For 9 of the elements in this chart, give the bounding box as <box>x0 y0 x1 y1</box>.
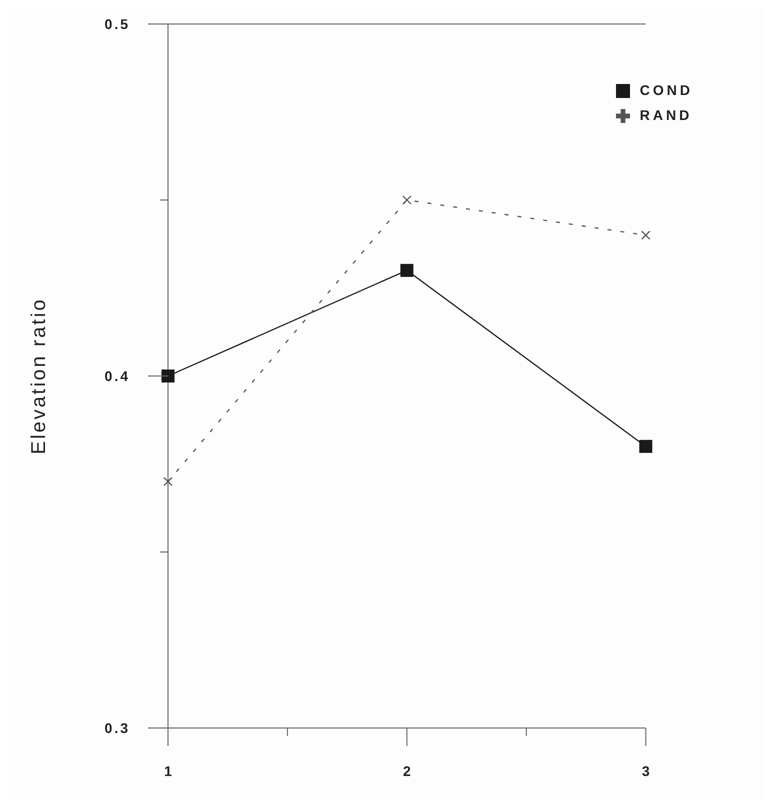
x-tick-label: 2 <box>402 763 411 779</box>
y-tick-label: 0.3 <box>104 720 130 736</box>
x-tick-label: 3 <box>642 763 650 779</box>
y-axis-title: Elevation ratio <box>28 298 50 454</box>
y-tick-label: 0.4 <box>104 368 130 384</box>
x-tick-label: 1 <box>164 763 172 779</box>
legend-label: RAND <box>640 107 692 123</box>
y-tick-label: 0.5 <box>104 16 130 32</box>
legend-label: COND <box>640 82 693 98</box>
